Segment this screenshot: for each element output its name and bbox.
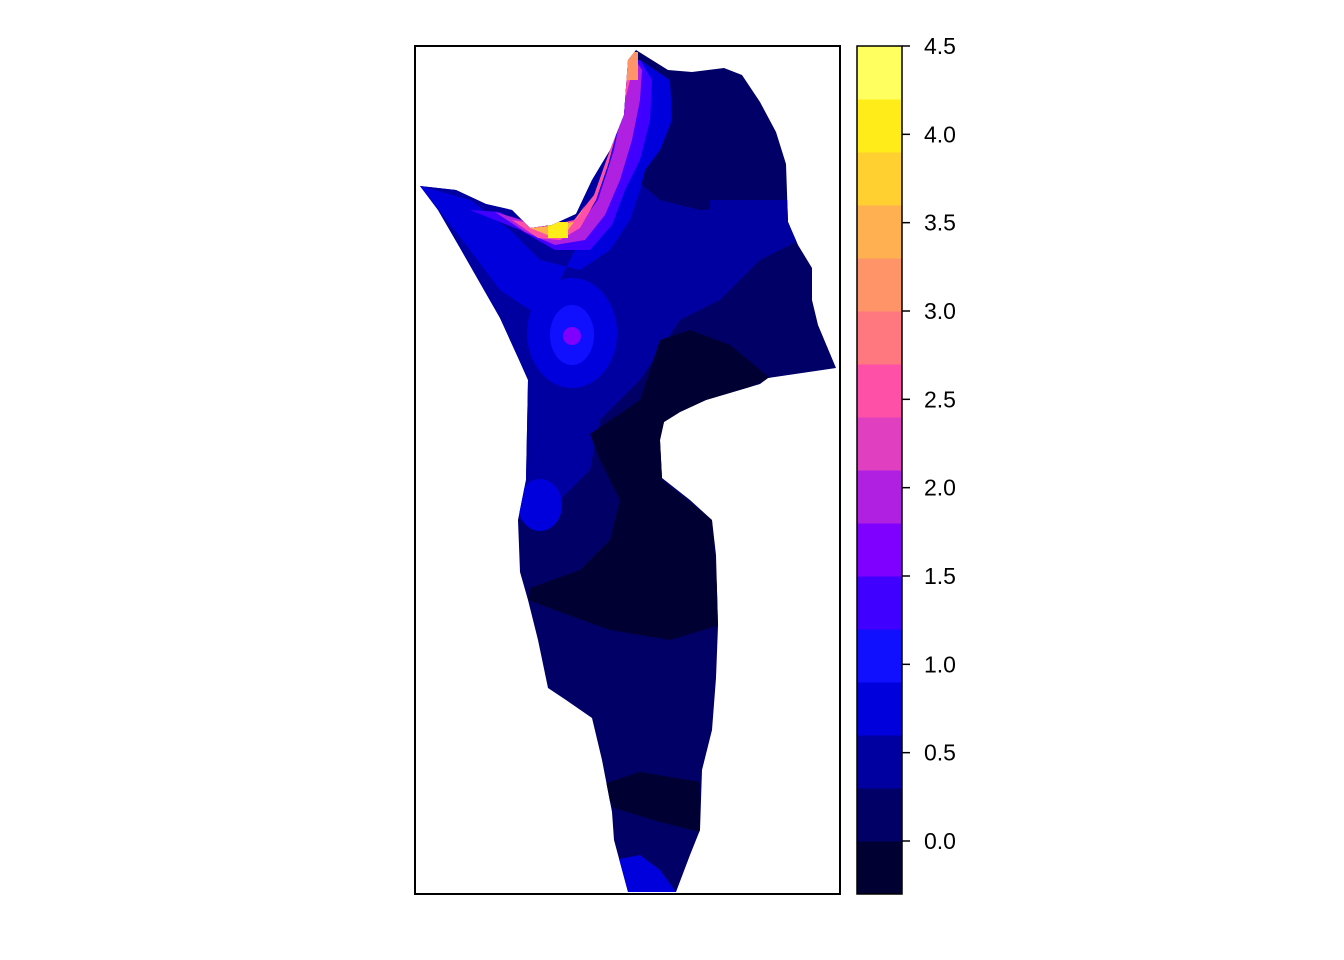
legend-tick-label: 3.5 — [924, 210, 956, 236]
legend-swatch — [857, 258, 902, 312]
legend-swatch — [857, 576, 902, 630]
legend-color-bar — [857, 46, 902, 895]
legend-tick-label: 4.5 — [924, 33, 956, 59]
legend-swatch — [857, 682, 902, 736]
dark-region-north-east — [590, 330, 770, 434]
legend-swatch — [857, 523, 902, 577]
legend-swatch — [857, 735, 902, 789]
dark-region-center — [528, 430, 720, 640]
legend-frame — [856, 45, 903, 895]
legend-tick-label: 0.5 — [924, 740, 956, 766]
legend-swatch — [857, 470, 902, 524]
legend-swatch — [857, 417, 902, 471]
legend-swatch — [857, 841, 902, 895]
purple-band — [495, 58, 642, 245]
legend-swatch — [857, 788, 902, 842]
legend-tick-label: 4.0 — [924, 121, 956, 147]
raster-map — [420, 50, 836, 892]
top-hotspot — [624, 52, 638, 80]
legend-tick-label: 2.0 — [924, 475, 956, 501]
dark-band-south — [600, 772, 700, 832]
bright-blue-region — [420, 60, 672, 310]
legend-swatch — [857, 46, 902, 100]
legend-tick-label: 1.0 — [924, 651, 956, 677]
legend-swatch — [857, 205, 902, 259]
legend-tick-label: 0.0 — [924, 828, 956, 854]
east-lobe — [710, 200, 790, 240]
violet-point — [563, 327, 581, 345]
legend-tick-label: 3.0 — [924, 298, 956, 324]
yellow-hotspot — [548, 222, 568, 238]
blue-blob-3 — [518, 479, 562, 531]
legend-labels: 4.5 4.0 3.5 3.0 2.5 2.0 1.5 1.0 0.5 0.0 — [924, 33, 956, 854]
legend-swatch — [857, 629, 902, 683]
legend-tick-label: 2.5 — [924, 386, 956, 412]
legend-swatch — [857, 152, 902, 206]
map-frame — [414, 45, 841, 895]
legend-ticks — [902, 45, 910, 842]
blue-spot-south — [614, 855, 676, 892]
legend-swatch — [857, 311, 902, 365]
legend-swatch — [857, 99, 902, 153]
orange-band — [530, 205, 585, 236]
legend-swatch — [857, 364, 902, 418]
legend-tick-label: 1.5 — [924, 563, 956, 589]
